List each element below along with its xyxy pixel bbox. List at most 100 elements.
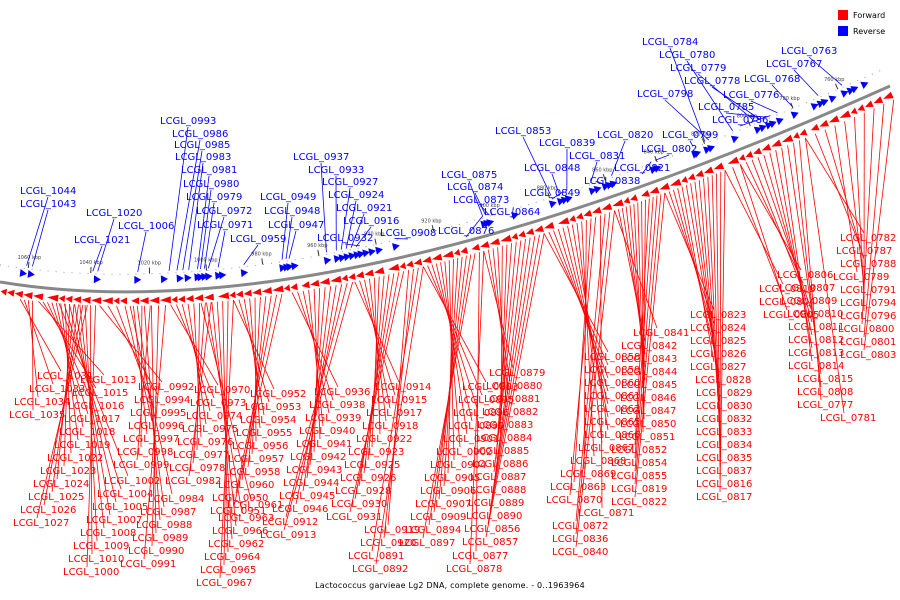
forward-gene-label[interactable]: LCGL_0984 xyxy=(148,494,204,505)
forward-gene-label[interactable]: LCGL_0918 xyxy=(362,421,418,432)
forward-gene-label[interactable]: LCGL_0881 xyxy=(484,394,540,405)
forward-gene-arrow[interactable] xyxy=(480,241,490,248)
forward-gene-label[interactable]: LCGL_0892 xyxy=(352,564,408,575)
forward-gene-arrow[interactable] xyxy=(113,297,120,305)
forward-gene-label[interactable]: LCGL_0906 xyxy=(420,486,476,497)
reverse-gene-label[interactable]: LCGL_1020 xyxy=(86,208,142,219)
forward-gene-label[interactable]: LCGL_1000 xyxy=(63,567,119,578)
forward-gene-arrow[interactable] xyxy=(406,260,414,268)
reverse-gene-arrow[interactable] xyxy=(840,90,849,98)
reverse-gene-arrow[interactable] xyxy=(286,263,294,271)
forward-gene-label[interactable]: LCGL_0912 xyxy=(262,517,318,528)
forward-gene-arrow[interactable] xyxy=(236,290,244,298)
forward-gene-arrow[interactable] xyxy=(171,296,178,303)
forward-gene-label[interactable]: LCGL_0975 xyxy=(182,424,238,435)
forward-gene-label[interactable]: LCGL_1013 xyxy=(80,375,136,386)
forward-gene-arrow[interactable] xyxy=(500,234,512,242)
reverse-gene-label[interactable]: LCGL_0849 xyxy=(524,188,580,199)
forward-gene-arrow[interactable] xyxy=(388,263,400,271)
reverse-gene-label[interactable]: LCGL_0763 xyxy=(781,46,837,57)
forward-gene-label[interactable]: LCGL_0943 xyxy=(286,465,342,476)
forward-gene-arrow[interactable] xyxy=(399,262,407,270)
forward-gene-arrow[interactable] xyxy=(576,212,584,220)
forward-gene-arrow[interactable] xyxy=(828,115,840,123)
forward-gene-label[interactable]: LCGL_0861 xyxy=(584,391,640,402)
forward-gene-arrow[interactable] xyxy=(364,269,374,277)
forward-gene-label[interactable]: LCGL_0809 xyxy=(781,296,837,307)
forward-gene-label[interactable]: LCGL_0978 xyxy=(169,463,225,474)
forward-gene-label[interactable]: LCGL_0845 xyxy=(621,380,677,391)
reverse-gene-label[interactable]: LCGL_0980 xyxy=(183,179,239,190)
forward-gene-label[interactable]: LCGL_1031 xyxy=(37,371,93,382)
reverse-gene-arrow[interactable] xyxy=(279,264,287,273)
forward-gene-arrow[interactable] xyxy=(229,291,236,299)
forward-gene-label[interactable]: LCGL_0974 xyxy=(186,411,242,422)
forward-gene-label[interactable]: LCGL_0964 xyxy=(204,552,260,563)
forward-gene-label[interactable]: LCGL_0931 xyxy=(326,512,382,523)
reverse-gene-label[interactable]: LCGL_0933 xyxy=(308,165,364,176)
forward-gene-label[interactable]: LCGL_0862 xyxy=(584,404,640,415)
forward-gene-label[interactable]: LCGL_0842 xyxy=(621,341,677,352)
reverse-gene-arrow[interactable] xyxy=(134,275,142,284)
forward-gene-arrow[interactable] xyxy=(489,238,501,245)
reverse-gene-arrow[interactable] xyxy=(197,273,205,282)
forward-gene-label[interactable]: LCGL_1017 xyxy=(64,414,120,425)
reverse-gene-arrow[interactable] xyxy=(215,271,223,280)
forward-gene-label[interactable]: LCGL_0970 xyxy=(194,385,250,396)
forward-gene-label[interactable]: LCGL_0923 xyxy=(348,447,404,458)
forward-gene-label[interactable]: LCGL_0852 xyxy=(611,445,667,456)
forward-gene-label[interactable]: LCGL_1009 xyxy=(73,541,129,552)
forward-gene-label[interactable]: LCGL_0846 xyxy=(620,393,676,404)
forward-gene-label[interactable]: LCGL_0836 xyxy=(552,534,608,545)
forward-gene-arrow[interactable] xyxy=(713,162,725,170)
forward-gene-arrow[interactable] xyxy=(73,296,82,304)
forward-gene-label[interactable]: LCGL_0955 xyxy=(236,428,292,439)
forward-gene-label[interactable]: LCGL_0976 xyxy=(177,437,233,448)
forward-gene-arrow[interactable] xyxy=(81,296,91,304)
forward-gene-label[interactable]: LCGL_0954 xyxy=(240,415,296,426)
reverse-gene-label[interactable]: LCGL_0799 xyxy=(662,130,718,141)
forward-gene-arrow[interactable] xyxy=(771,139,782,147)
forward-gene-label[interactable]: LCGL_1005 xyxy=(92,502,148,513)
reverse-gene-label[interactable]: LCGL_0876 xyxy=(438,226,494,237)
forward-gene-label[interactable]: LCGL_0823 xyxy=(690,310,746,321)
forward-gene-label[interactable]: LCGL_0961 xyxy=(227,500,283,511)
forward-gene-label[interactable]: LCGL_0989 xyxy=(132,533,188,544)
reverse-gene-arrow[interactable] xyxy=(205,272,213,281)
reverse-gene-label[interactable]: LCGL_0927 xyxy=(322,177,378,188)
forward-gene-label[interactable]: LCGL_0882 xyxy=(482,407,538,418)
forward-gene-label[interactable]: LCGL_0884 xyxy=(476,433,532,444)
forward-gene-label[interactable]: LCGL_0879 xyxy=(489,368,545,379)
forward-gene-label[interactable]: LCGL_0878 xyxy=(446,564,502,575)
forward-gene-label[interactable]: LCGL_0942 xyxy=(290,452,346,463)
forward-gene-arrow[interactable] xyxy=(518,230,526,238)
reverse-gene-arrow[interactable] xyxy=(775,117,784,126)
forward-gene-label[interactable]: LCGL_0958 xyxy=(224,467,280,478)
reverse-gene-arrow[interactable] xyxy=(375,246,383,255)
reverse-gene-arrow[interactable] xyxy=(810,103,819,111)
forward-gene-label[interactable]: LCGL_0952 xyxy=(250,389,306,400)
reverse-gene-arrow[interactable] xyxy=(588,187,597,196)
forward-gene-label[interactable]: LCGL_0914 xyxy=(375,382,431,393)
forward-gene-label[interactable]: LCGL_0909 xyxy=(410,512,466,523)
reverse-gene-arrow[interactable] xyxy=(707,145,715,153)
forward-gene-label[interactable]: LCGL_0867 xyxy=(578,443,634,454)
forward-gene-arrow[interactable] xyxy=(431,253,443,261)
forward-gene-label[interactable]: LCGL_0893 xyxy=(462,382,518,393)
forward-gene-label[interactable]: LCGL_0904 xyxy=(430,460,486,471)
reverse-gene-label[interactable]: LCGL_0776 xyxy=(723,90,779,101)
forward-gene-label[interactable]: LCGL_1023 xyxy=(40,466,96,477)
reverse-gene-arrow[interactable] xyxy=(511,212,519,220)
forward-gene-label[interactable]: LCGL_0805 xyxy=(763,310,819,321)
reverse-gene-label[interactable]: LCGL_0779 xyxy=(670,63,726,74)
forward-gene-label[interactable]: LCGL_0857 xyxy=(462,537,518,548)
forward-gene-label[interactable]: LCGL_1004 xyxy=(97,489,153,500)
reverse-gene-arrow[interactable] xyxy=(93,275,101,284)
reverse-gene-arrow[interactable] xyxy=(828,95,837,103)
forward-gene-arrow[interactable] xyxy=(185,295,194,302)
forward-gene-label[interactable]: LCGL_0886 xyxy=(472,459,528,470)
forward-gene-arrow[interactable] xyxy=(283,284,291,292)
forward-gene-label[interactable]: LCGL_0992 xyxy=(138,382,194,393)
reverse-gene-label[interactable]: LCGL_0947 xyxy=(268,220,324,231)
forward-gene-arrow[interactable] xyxy=(857,104,866,111)
